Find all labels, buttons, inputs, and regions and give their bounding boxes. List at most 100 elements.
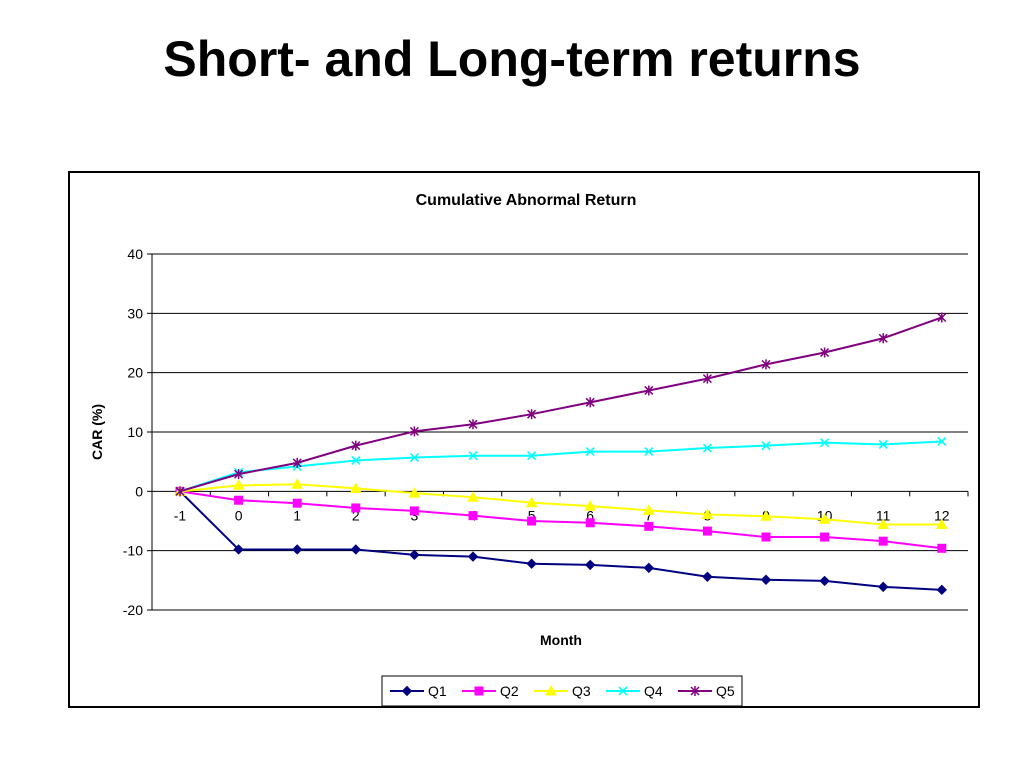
data-point-q1 bbox=[584, 559, 596, 571]
x-tick-label: -1 bbox=[174, 507, 187, 523]
data-point-q1 bbox=[643, 562, 655, 574]
data-point-q5 bbox=[585, 397, 595, 408]
data-point-q1 bbox=[819, 575, 830, 587]
data-point-q3 bbox=[584, 500, 597, 511]
data-point-q4 bbox=[820, 438, 830, 448]
data-point-q4 bbox=[937, 436, 947, 447]
data-point-q4 bbox=[702, 443, 712, 453]
data-point-q3 bbox=[760, 510, 772, 521]
chart-frame: Cumulative Abnormal Return CAR (%) Month… bbox=[68, 171, 980, 708]
x-tick-label: 0 bbox=[235, 507, 243, 523]
x-tick-label: 6 bbox=[586, 507, 594, 523]
legend: Q1 Q2 Q3 Q4 Q5 bbox=[381, 675, 743, 706]
data-point-q3 bbox=[525, 496, 538, 508]
y-axis-label: CAR (%) bbox=[89, 404, 105, 460]
data-point-q4 bbox=[585, 447, 595, 457]
data-point-q3 bbox=[467, 491, 479, 502]
data-point-q5 bbox=[234, 469, 244, 480]
line-chart: Cumulative Abnormal Return CAR (%) Month… bbox=[89, 192, 969, 706]
data-point-q5 bbox=[937, 312, 947, 323]
data-point-q2 bbox=[820, 532, 830, 542]
data-point-q3 bbox=[408, 487, 421, 498]
legend-marker bbox=[474, 686, 484, 696]
legend-item-q4: Q4 bbox=[606, 683, 663, 699]
data-point-q3 bbox=[877, 518, 890, 530]
x-tick-label: 5 bbox=[528, 507, 536, 523]
data-point-q1 bbox=[760, 574, 772, 585]
data-point-q3 bbox=[818, 513, 831, 524]
data-point-q4 bbox=[761, 441, 771, 451]
data-point-q1 bbox=[467, 551, 479, 562]
legend-label: Q3 bbox=[572, 683, 591, 699]
data-point-q3 bbox=[701, 508, 714, 519]
legend-marker bbox=[690, 686, 700, 696]
data-point-q2 bbox=[644, 521, 654, 531]
y-tick-label: 0 bbox=[135, 483, 143, 499]
chart-title: Cumulative Abnormal Return bbox=[416, 192, 637, 209]
x-tick-label: 7 bbox=[645, 507, 653, 523]
data-point-q5 bbox=[878, 333, 888, 344]
y-tick-label: 20 bbox=[127, 365, 143, 381]
data-point-q3 bbox=[935, 518, 948, 530]
data-point-q5 bbox=[644, 385, 654, 396]
data-point-q2 bbox=[527, 516, 537, 526]
y-tick-label: 40 bbox=[127, 246, 143, 262]
data-point-q5 bbox=[175, 486, 185, 497]
data-point-q1 bbox=[702, 571, 713, 582]
data-point-q4 bbox=[527, 451, 537, 461]
series-line-q5 bbox=[179, 316, 943, 493]
data-point-q5 bbox=[761, 359, 771, 370]
legend-item-q2: Q2 bbox=[462, 683, 519, 699]
legend-label: Q5 bbox=[716, 683, 735, 699]
data-point-q3 bbox=[291, 478, 304, 489]
legend-item-q1: Q1 bbox=[390, 683, 447, 699]
data-point-q5 bbox=[468, 419, 478, 430]
series-line-q1 bbox=[179, 490, 942, 591]
data-point-q4 bbox=[351, 455, 361, 466]
series-line-q3 bbox=[179, 483, 942, 526]
data-point-q5 bbox=[702, 373, 712, 384]
data-point-q2 bbox=[409, 506, 419, 516]
data-point-q4 bbox=[878, 439, 888, 450]
legend-label: Q2 bbox=[500, 683, 519, 699]
y-tick-label: -10 bbox=[123, 543, 143, 559]
data-point-q4 bbox=[468, 451, 478, 461]
legend-marker bbox=[618, 686, 628, 696]
data-point-q5 bbox=[820, 347, 830, 358]
data-point-q4 bbox=[409, 452, 419, 463]
data-point-q1 bbox=[291, 544, 303, 555]
data-point-q5 bbox=[527, 409, 537, 420]
data-point-q1 bbox=[526, 558, 537, 569]
series-line-q2 bbox=[179, 490, 942, 550]
data-point-q2 bbox=[761, 532, 771, 542]
data-point-q2 bbox=[234, 495, 244, 505]
x-tick-label: 12 bbox=[934, 507, 950, 523]
x-tick-label: 1 bbox=[293, 507, 301, 523]
legend-item-q3: Q3 bbox=[534, 683, 591, 699]
data-point-q2 bbox=[937, 543, 947, 553]
data-point-q4 bbox=[644, 447, 654, 457]
data-point-q1 bbox=[350, 544, 362, 555]
legend-item-q5: Q5 bbox=[678, 683, 735, 699]
data-point-q2 bbox=[702, 526, 712, 536]
legend-marker bbox=[401, 685, 413, 697]
x-axis-label: Month bbox=[540, 632, 582, 648]
data-point-q2 bbox=[292, 498, 302, 508]
y-tick-label: 30 bbox=[127, 305, 143, 321]
data-point-q5 bbox=[409, 426, 419, 437]
slide-title: Short- and Long-term returns bbox=[163, 31, 861, 87]
y-tick-label: 10 bbox=[127, 424, 143, 440]
legend-marker bbox=[545, 684, 557, 696]
data-point-q5 bbox=[351, 440, 361, 451]
data-point-q1 bbox=[936, 584, 948, 596]
data-point-q3 bbox=[232, 479, 245, 490]
x-tick-label: 2 bbox=[352, 507, 360, 523]
data-point-q2 bbox=[585, 518, 595, 528]
data-point-q5 bbox=[292, 457, 302, 468]
x-tick-label: 11 bbox=[876, 507, 891, 523]
data-point-q2 bbox=[351, 503, 361, 513]
data-point-q3 bbox=[642, 504, 655, 515]
data-point-q2 bbox=[878, 536, 888, 546]
data-point-q1 bbox=[409, 549, 420, 561]
